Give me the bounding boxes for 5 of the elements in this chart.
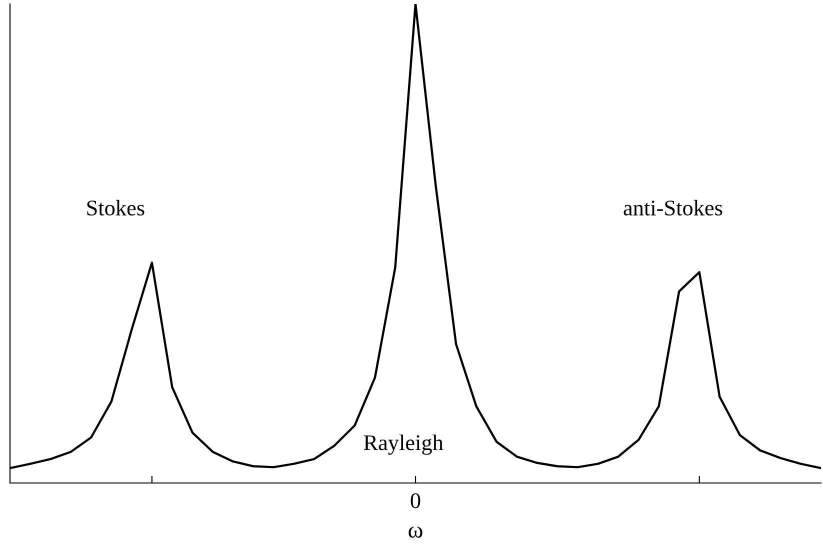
annotation: anti-Stokes	[624, 200, 722, 216]
annotation: Rayleigh	[364, 434, 444, 455]
x-axis-title: ω	[408, 526, 422, 538]
annotation: Stokes	[87, 200, 144, 216]
text: 0	[410, 493, 420, 508]
